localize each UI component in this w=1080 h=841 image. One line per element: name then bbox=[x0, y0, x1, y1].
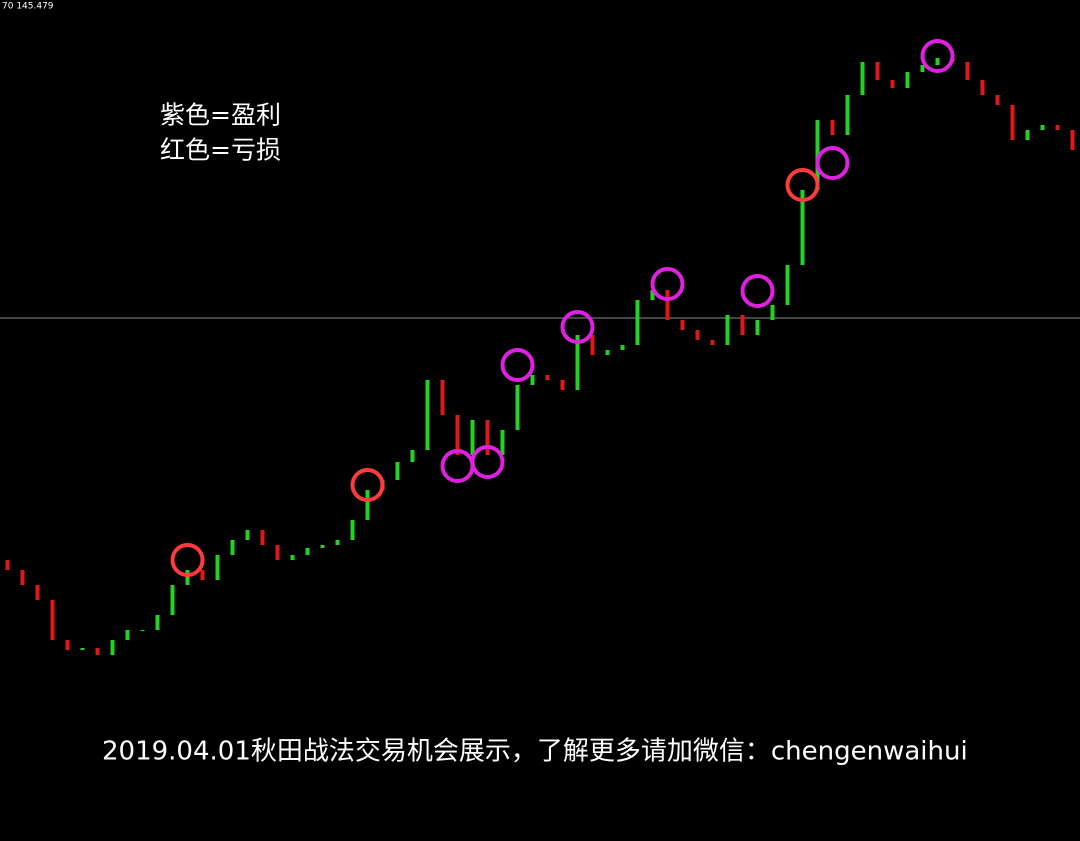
candle-body bbox=[770, 305, 775, 320]
candle-body bbox=[995, 95, 1000, 105]
candle-body bbox=[215, 555, 220, 580]
candle-body bbox=[350, 520, 355, 540]
candle-body bbox=[425, 380, 430, 450]
candle-body bbox=[185, 570, 190, 585]
candle-body bbox=[620, 345, 625, 350]
candle-body bbox=[560, 380, 565, 390]
candle-body bbox=[530, 375, 535, 385]
candle-body bbox=[605, 350, 610, 355]
candle-body bbox=[965, 62, 970, 80]
signal-circle bbox=[560, 310, 595, 344]
candle-body bbox=[200, 570, 205, 580]
signal-circle bbox=[740, 274, 775, 308]
candle-body bbox=[80, 648, 85, 650]
candle-body bbox=[50, 600, 55, 640]
candle-body bbox=[335, 540, 340, 545]
candle-body bbox=[470, 420, 475, 455]
candle-body bbox=[890, 80, 895, 88]
candle-body bbox=[935, 58, 940, 65]
candle-body bbox=[395, 462, 400, 480]
candle-body bbox=[125, 630, 130, 640]
candle-body bbox=[365, 490, 370, 520]
candle-body bbox=[1010, 105, 1015, 140]
candle-body bbox=[545, 375, 550, 380]
candle-body bbox=[800, 190, 805, 265]
candle-body bbox=[110, 640, 115, 655]
candle-body bbox=[695, 330, 700, 340]
candle-body bbox=[5, 560, 10, 570]
candle-body bbox=[755, 320, 760, 335]
candle-body bbox=[95, 648, 100, 655]
candle-body bbox=[500, 430, 505, 455]
candle-body bbox=[845, 95, 850, 135]
corner-text: 70 145.479 bbox=[2, 2, 54, 12]
candle-body bbox=[230, 540, 235, 555]
candle-body bbox=[710, 340, 715, 345]
signal-circle bbox=[920, 39, 955, 73]
candle-body bbox=[1070, 130, 1075, 150]
candle-body bbox=[1055, 125, 1060, 130]
candle-body bbox=[35, 585, 40, 600]
signal-circle bbox=[470, 445, 505, 479]
candle-body bbox=[650, 290, 655, 300]
candle-body bbox=[725, 315, 730, 345]
candle-body bbox=[455, 415, 460, 455]
candle-body bbox=[590, 335, 595, 355]
candle-body bbox=[320, 545, 325, 548]
signal-circle bbox=[650, 267, 685, 301]
candle-body bbox=[740, 315, 745, 335]
caption: 2019.04.01秋田战法交易机会展示，了解更多请加微信：chengenwai… bbox=[102, 737, 968, 767]
candle-body bbox=[245, 530, 250, 540]
candle-body bbox=[140, 630, 145, 631]
candle-body bbox=[830, 120, 835, 135]
candle-body bbox=[1040, 125, 1045, 130]
signal-circle bbox=[350, 468, 385, 502]
candle-body bbox=[665, 290, 670, 320]
candle-body bbox=[170, 585, 175, 615]
candle-body bbox=[980, 80, 985, 95]
signal-circle bbox=[785, 168, 820, 202]
candle-body bbox=[515, 385, 520, 430]
candle-body bbox=[410, 450, 415, 462]
candle-body bbox=[635, 300, 640, 345]
candle-body bbox=[305, 548, 310, 555]
candle-body bbox=[785, 265, 790, 305]
candle-body bbox=[155, 615, 160, 630]
candle-body bbox=[905, 72, 910, 88]
candle-body bbox=[65, 640, 70, 650]
candle-body bbox=[1025, 130, 1030, 140]
signal-circle bbox=[170, 543, 205, 577]
candle-body bbox=[575, 335, 580, 390]
candle-body bbox=[485, 420, 490, 455]
candle-body bbox=[260, 530, 265, 545]
legend-note: 红色=亏损 bbox=[160, 136, 281, 165]
candle-body bbox=[680, 320, 685, 330]
candle-body bbox=[440, 380, 445, 415]
signal-circle bbox=[815, 146, 850, 180]
candle-body bbox=[920, 65, 925, 72]
signal-circle bbox=[500, 348, 535, 382]
candle-body bbox=[20, 570, 25, 585]
candle-body bbox=[875, 62, 880, 80]
candle-body bbox=[860, 62, 865, 95]
candle-body bbox=[275, 545, 280, 560]
legend-note: 紫色=盈利 bbox=[160, 101, 281, 130]
candle-body bbox=[290, 555, 295, 560]
